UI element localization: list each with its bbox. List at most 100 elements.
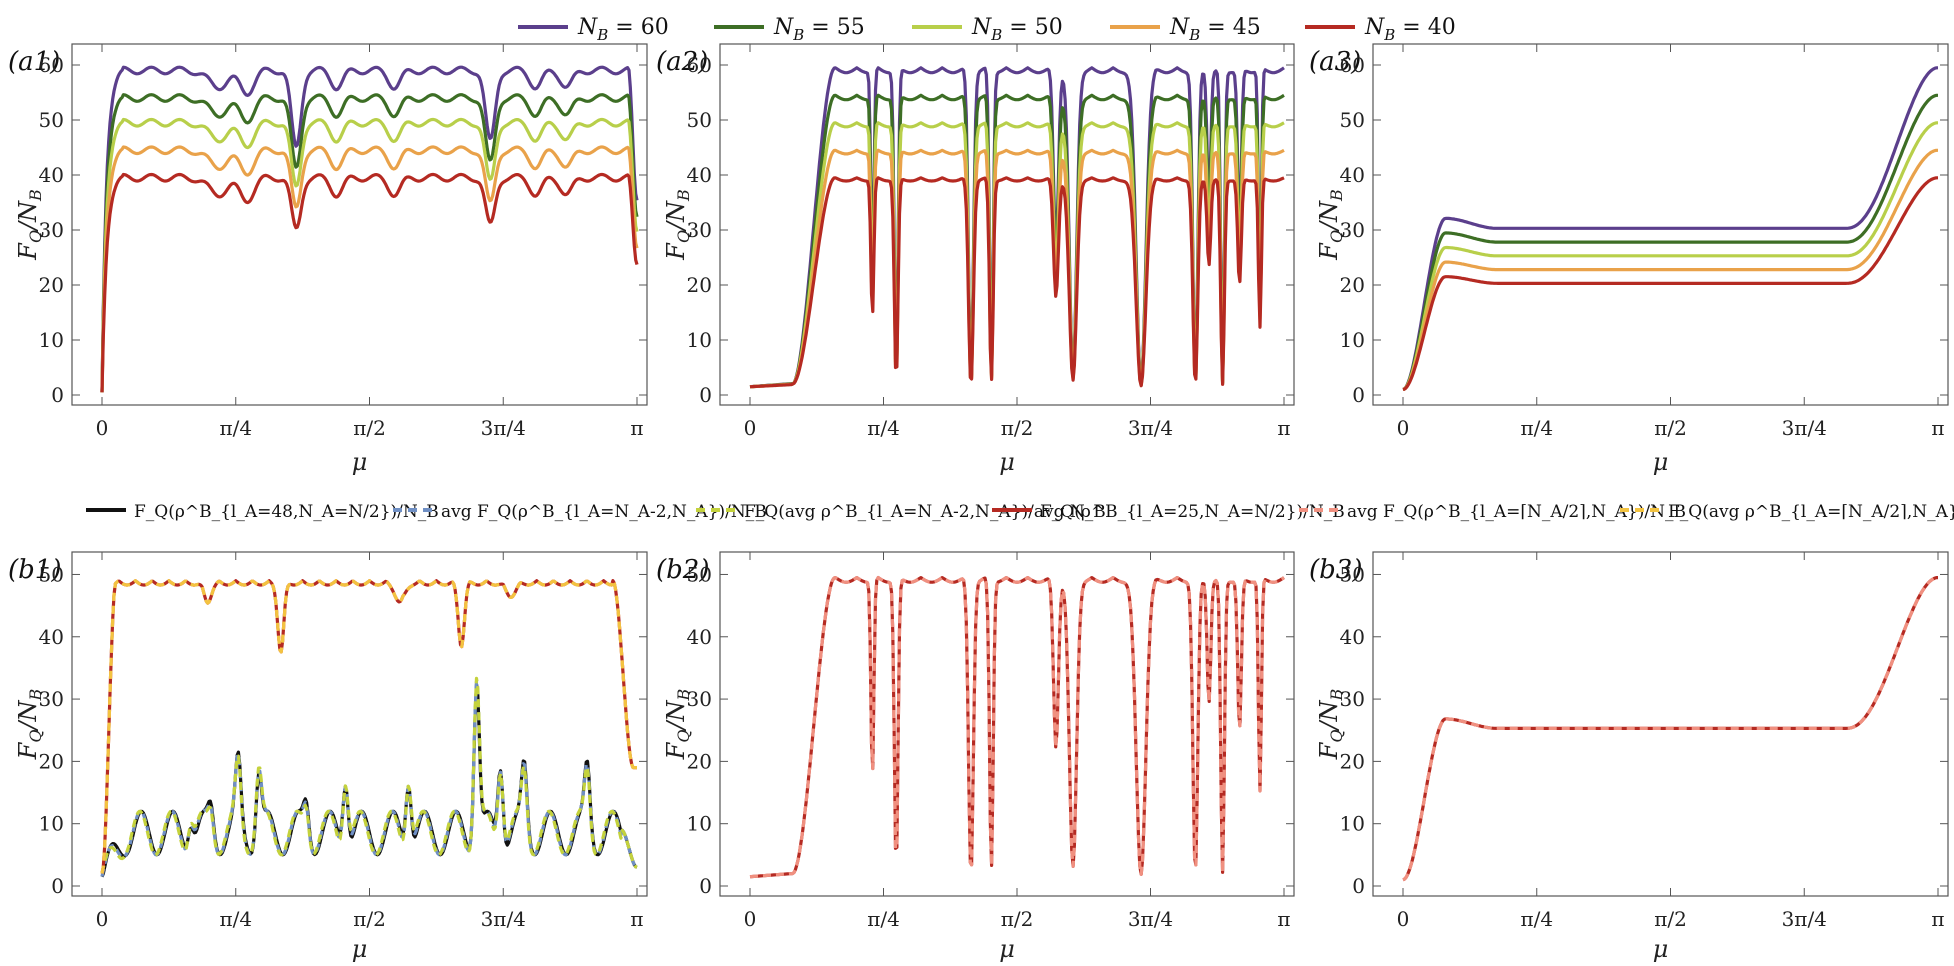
series-line [100,93,639,393]
x-tick-label: π [630,416,643,440]
series-line [1402,148,1939,392]
x-tick-label: π [1931,416,1944,440]
series-line [100,117,639,393]
x-axis-label: μ [999,448,1015,476]
y-tick-label: 50 [687,108,712,132]
y-tick-label: 10 [1340,812,1365,836]
legend-label: avg F_Q(ρ^B_{l_A=N_A-2,N_A})/N_B [441,502,767,522]
plot-frame [71,43,648,406]
x-tick-label: π [1277,416,1290,440]
y-tick-label: 30 [687,687,712,711]
x-tick-label: 3π/4 [1128,907,1173,931]
y-tick-label: 30 [1340,218,1365,242]
y-axis-label: FQ/NB [662,189,693,261]
y-axis-label: FQ/NB [662,688,693,760]
plot-frame [71,551,648,897]
chart-panel-a2: (a2) 0 10 20 30 40 50 60 0 π/4 π/2 3π/4 π μ FQ/NB [656,43,1295,476]
x-tick-label: π/4 [1520,907,1553,931]
y-tick-label: 10 [39,812,64,836]
series-line [100,65,639,393]
x-tick-label: 0 [96,907,109,931]
series-line [100,172,639,393]
chart-panel-b2: (b2) 0 10 20 30 40 50 0 π/4 π/2 3π/4 π μ FQ/NB [656,551,1295,963]
y-tick-label: 40 [39,625,64,649]
series-line [100,145,639,393]
series-line [1402,176,1939,392]
legend-label: F_Q(avg ρ^B_{l_A=N_A-2,N_A})/avg N_B [744,502,1106,522]
series-line [749,176,1285,389]
series-line [749,576,1285,879]
x-tick-label: 3π/4 [1782,416,1827,440]
legend-label: F_Q(ρ^B_{l_A=48,N_A=N/2})/N_B [134,502,439,522]
panel-label: (b2) [656,555,709,585]
y-tick-label: 50 [39,108,64,132]
y-tick-label: 50 [39,562,64,586]
y-tick-label: 30 [687,218,712,242]
y-tick-label: 40 [39,163,64,187]
y-axis-label: FQ/NB [1315,189,1346,261]
x-axis-label: μ [999,935,1015,963]
y-axis-label: FQ/NB [14,688,45,760]
x-tick-label: 3π/4 [481,907,526,931]
y-tick-label: 60 [1340,53,1365,77]
y-tick-label: 40 [687,625,712,649]
panel-label: (b3) [1309,555,1362,585]
x-tick-label: 3π/4 [1782,907,1827,931]
legend-label: NB = 45 [1169,15,1261,44]
chart-panel-a3: (a3) 0 10 20 30 40 50 60 0 π/4 π/2 3π/4 π μ FQ/NB [1309,43,1949,476]
x-tick-label: π/4 [219,416,252,440]
x-tick-label: π [630,907,643,931]
x-tick-label: 3π/4 [1128,416,1173,440]
legend-top: NB = 60 NB = 55 NB = 50 NB = 45 NB = 40 [518,15,1456,44]
series-line [100,682,638,878]
x-tick-label: π/4 [1520,416,1553,440]
legend-label: NB = 55 [773,15,865,44]
y-axis-label: FQ/NB [1315,688,1346,760]
y-tick-label: 20 [39,749,64,773]
panel-label: (a2) [656,47,708,77]
x-axis-label: μ [352,448,368,476]
x-tick-label: π/2 [1654,416,1687,440]
y-tick-label: 50 [1340,108,1365,132]
y-tick-label: 20 [1340,273,1365,297]
y-tick-label: 20 [1340,749,1365,773]
y-tick-label: 60 [39,53,64,77]
y-tick-label: 0 [51,383,64,407]
legend-label: NB = 40 [1364,15,1456,44]
chart-panel-a1: (a1) 0 10 20 30 40 50 60 0 π/4 π/2 3π/4 π μ FQ/NB [8,43,648,476]
y-tick-label: 0 [699,874,712,898]
y-tick-label: 0 [51,874,64,898]
panel-label: (b1) [8,555,61,585]
x-tick-label: π/2 [353,416,386,440]
y-tick-label: 40 [687,163,712,187]
panel-label: (a3) [1309,47,1361,77]
x-tick-label: π [1931,907,1944,931]
y-tick-label: 30 [39,687,64,711]
y-tick-label: 20 [687,749,712,773]
plot-frame [719,43,1295,406]
series-line [1402,576,1939,882]
y-tick-label: 0 [699,383,712,407]
series-line [100,579,638,874]
x-tick-label: 0 [96,416,109,440]
y-tick-label: 60 [687,53,712,77]
y-tick-label: 0 [1352,383,1365,407]
x-tick-label: 3π/4 [481,416,526,440]
series-line [1402,121,1939,392]
y-tick-label: 40 [1340,163,1365,187]
y-tick-label: 0 [1352,874,1365,898]
plot-frame [1372,43,1949,406]
x-tick-label: 0 [1397,416,1410,440]
y-tick-label: 10 [39,328,64,352]
x-tick-label: π [1277,907,1290,931]
x-tick-label: π/2 [353,907,386,931]
series-line [1402,66,1939,391]
series-line [1402,93,1939,391]
x-tick-label: π/4 [867,907,900,931]
series-line [749,576,1285,879]
plot-frame [719,551,1295,897]
y-tick-label: 10 [1340,328,1365,352]
y-tick-label: 50 [1340,562,1365,586]
panel-label: (a1) [8,47,60,77]
